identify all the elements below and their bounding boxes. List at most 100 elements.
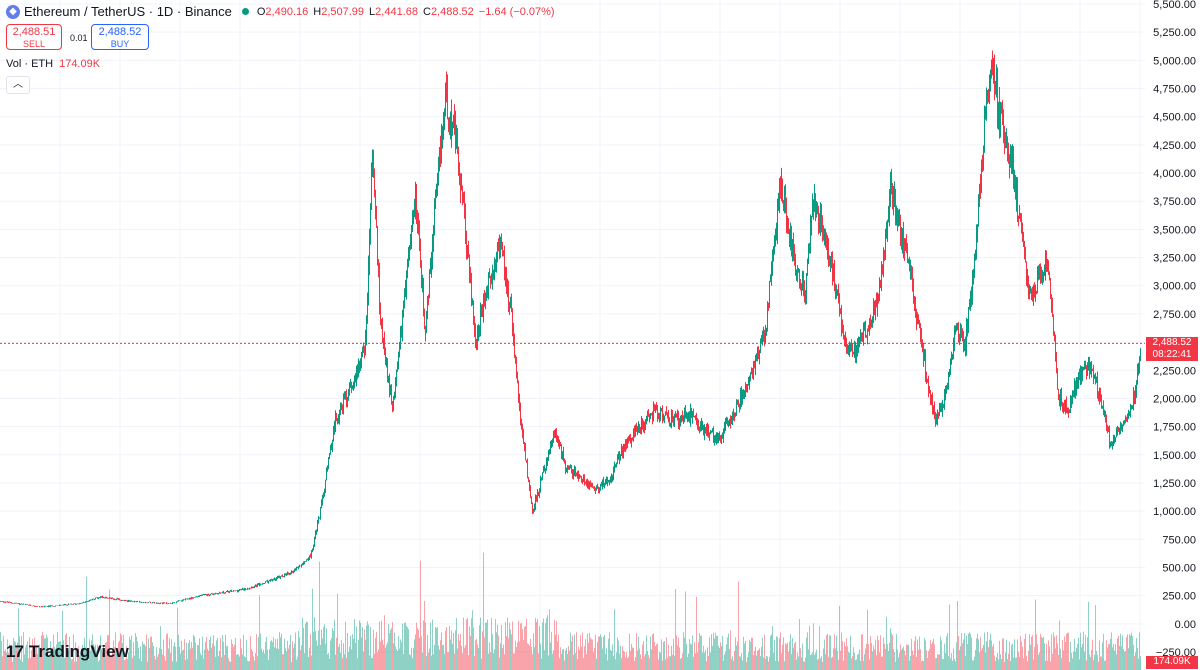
volume-bar: [198, 644, 199, 670]
chevron-up-icon[interactable]: ︿: [6, 76, 30, 94]
volume-bar: [848, 651, 849, 670]
volume-bar: [930, 640, 931, 670]
volume-bar: [879, 652, 880, 670]
volume-bar: [1135, 652, 1136, 670]
volume-bar: [968, 633, 969, 670]
buy-price: 2,488.52: [98, 26, 142, 38]
volume-bar: [686, 643, 687, 670]
volume-bar: [619, 653, 620, 670]
volume-bar: [648, 655, 649, 670]
volume-bar: [197, 644, 198, 670]
volume-bar: [72, 658, 73, 670]
volume-bar: [245, 657, 246, 670]
volume-bar: [193, 634, 194, 670]
volume-bar: [786, 644, 787, 670]
volume-bar: [1030, 644, 1031, 670]
volume-bar: [338, 646, 339, 670]
volume-bar: [22, 661, 23, 670]
volume-bar: [59, 641, 60, 670]
volume-bar: [349, 646, 350, 670]
volume-bar: [112, 648, 113, 670]
symbol-title[interactable]: Ethereum / TetherUS · 1D · Binance: [24, 4, 232, 19]
close-value: C2,488.52: [422, 5, 474, 18]
market-status-icon[interactable]: [241, 8, 249, 15]
volume-bar: [1090, 656, 1091, 670]
y-tick-label: 2,250.00: [1153, 365, 1196, 377]
volume-bar: [1121, 645, 1122, 670]
volume-bar: [67, 648, 68, 670]
volume-bar: [1085, 634, 1086, 670]
volume-bar: [152, 642, 153, 670]
volume-bar: [73, 634, 74, 670]
volume-bar: [838, 659, 839, 670]
volume-bar: [0, 632, 1, 670]
volume-bar: [327, 654, 328, 670]
price-axis[interactable]: 5,500.00 5,250.00 5,000.00 4,750.00 4,500.00…: [1153, 0, 1196, 659]
volume-bar: [78, 646, 79, 670]
volume-bar: [351, 649, 352, 670]
volume-bar: [1105, 660, 1106, 670]
volume-bar: [705, 650, 706, 670]
ethereum-icon[interactable]: ◆: [6, 4, 20, 19]
volume-bar: [137, 641, 138, 670]
volume-bar: [280, 637, 281, 670]
volume-bar: [919, 636, 920, 670]
chart-grid: [0, 0, 1145, 670]
volume-bar: [629, 633, 630, 670]
volume-bar: [181, 640, 182, 670]
volume-bar: [233, 647, 234, 670]
volume-bar: [540, 643, 541, 670]
volume-bar: [1052, 653, 1053, 670]
volume-bar: [897, 649, 898, 670]
volume-bar: [303, 627, 304, 670]
volume-bar: [821, 656, 822, 670]
volume-bar: [667, 657, 668, 670]
volume-bar: [139, 658, 140, 670]
volume-bar: [869, 659, 870, 670]
volume-bar: [98, 661, 99, 670]
volume-bar: [794, 643, 795, 670]
volume-bar: [746, 661, 747, 670]
volume-bar: [510, 629, 511, 670]
volume-bar: [898, 657, 899, 670]
volume-bar: [503, 644, 504, 670]
volume-bar: [185, 659, 186, 670]
volume-bar: [763, 657, 764, 670]
volume-bar: [240, 638, 241, 670]
volume-bar: [1021, 641, 1022, 670]
volume-bar: [782, 644, 783, 670]
tradingview-logo[interactable]: 17 TradingView: [6, 642, 129, 662]
volume-bar: [812, 652, 813, 670]
volume-bar: [262, 652, 263, 670]
y-tick-label: 5,250.00: [1153, 27, 1196, 39]
volume-bar: [428, 652, 429, 670]
volume-legend[interactable]: Vol · ETH 174.09K: [6, 58, 100, 70]
volume-bar: [680, 658, 681, 670]
volume-bar: [97, 644, 98, 670]
volume-bar: [781, 653, 782, 670]
volume-bar: [324, 624, 325, 670]
volume-bar: [941, 640, 942, 670]
volume-bar: [101, 648, 102, 670]
volume-bar: [5, 649, 6, 670]
volume-bar: [68, 650, 69, 670]
volume-bar: [241, 648, 242, 670]
volume-bar: [885, 648, 886, 670]
volume-bar: [213, 635, 214, 670]
volume-bar: [283, 654, 284, 670]
volume-bar: [2, 656, 3, 670]
volume-bar: [536, 621, 537, 670]
volume-bar: [434, 644, 435, 670]
volume-bar: [25, 647, 26, 670]
volume-bar: [851, 658, 852, 670]
volume-bar: [734, 650, 735, 670]
volume-bar: [772, 626, 773, 670]
volume-bar: [1093, 660, 1094, 670]
sell-button[interactable]: 2,488.51 SELL: [6, 24, 62, 50]
buy-button[interactable]: 2,488.52 BUY: [91, 24, 149, 50]
volume-bar: [1011, 645, 1012, 670]
volume-bar: [282, 654, 283, 670]
volume-bar: [378, 649, 379, 670]
volume-bar: [613, 656, 614, 670]
